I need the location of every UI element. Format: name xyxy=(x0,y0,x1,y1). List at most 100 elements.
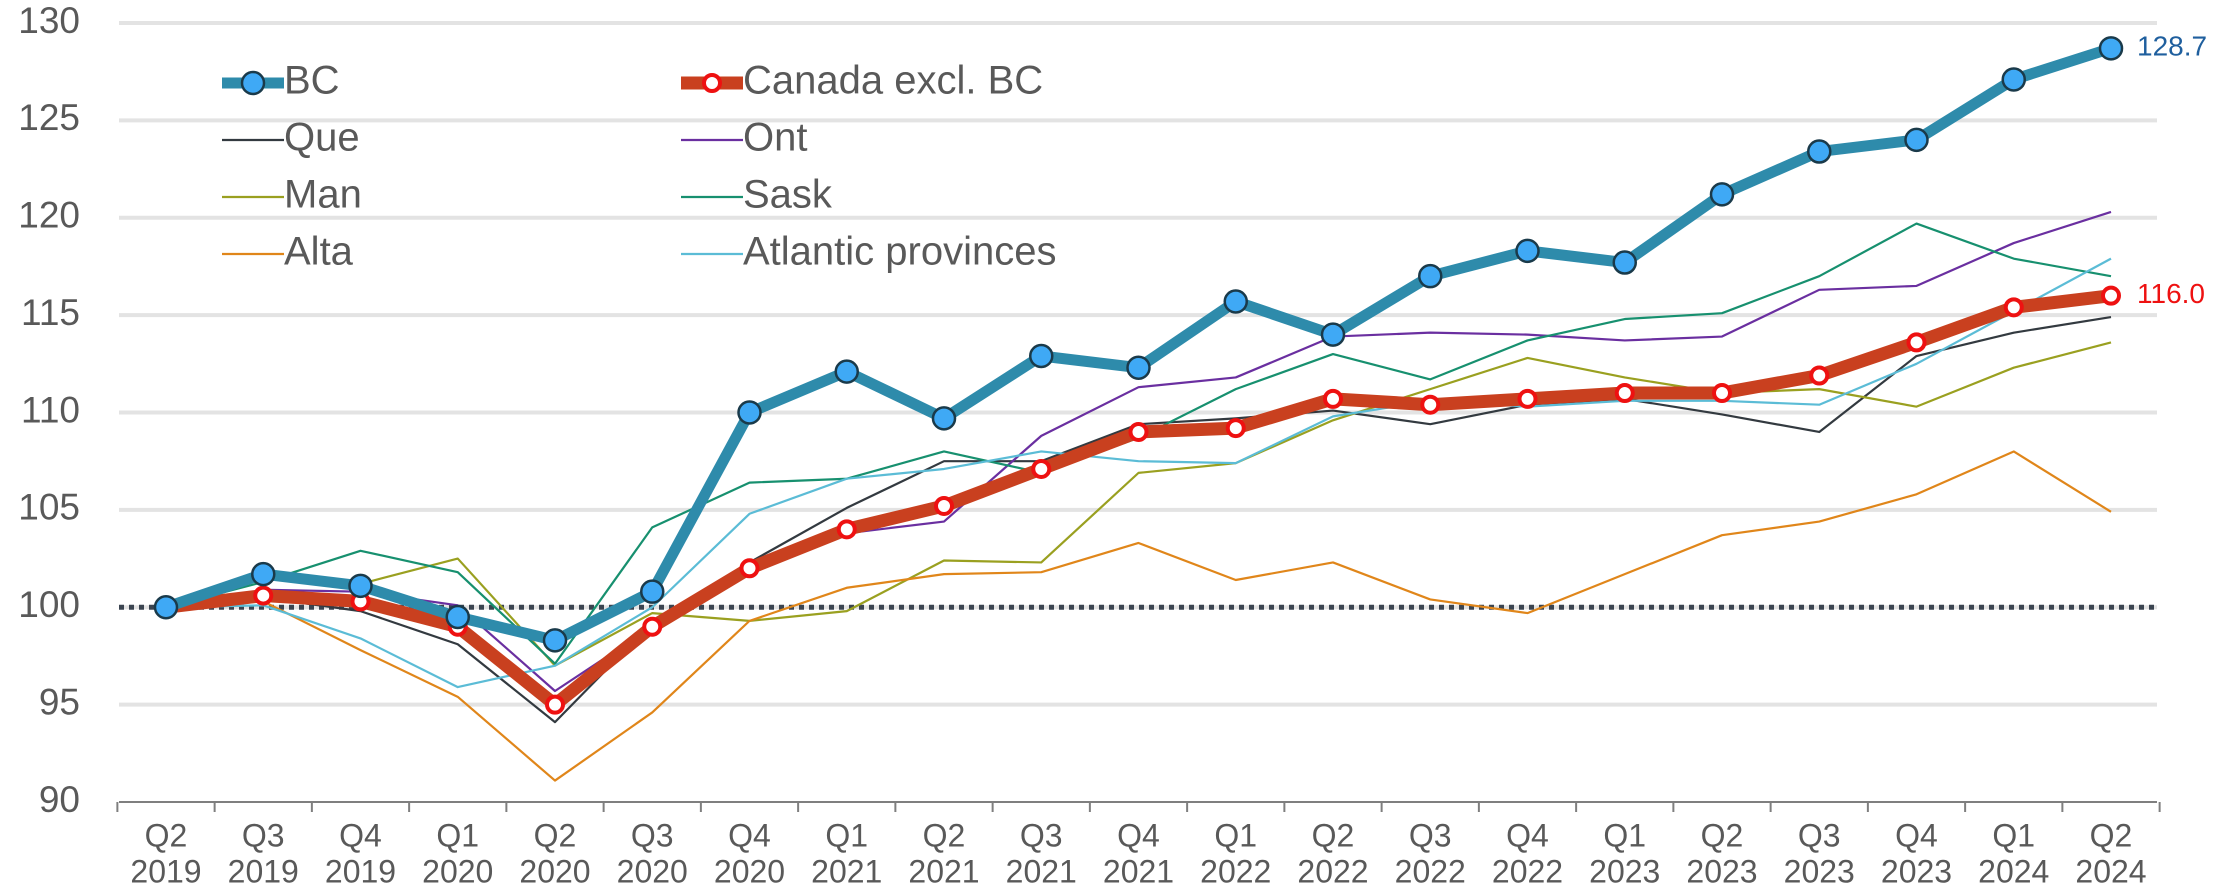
y-tick-label: 100 xyxy=(18,584,80,625)
x-tick-label: 2022 xyxy=(1492,853,1563,885)
x-tick-label: 2020 xyxy=(714,853,785,885)
end-label: 128.7 xyxy=(2137,31,2207,62)
x-tick-label: Q4 xyxy=(339,817,382,853)
data-point xyxy=(445,604,470,630)
x-tick-label: 2024 xyxy=(2075,853,2146,885)
x-tick-label: 2023 xyxy=(1589,853,1660,885)
x-tick-label: Q3 xyxy=(1798,817,1841,853)
series-line xyxy=(165,257,2112,689)
x-tick-label: Q3 xyxy=(631,817,674,853)
data-point xyxy=(1126,355,1151,380)
series-line xyxy=(165,450,2112,782)
x-tick-label: Q2 xyxy=(1312,817,1355,853)
data-point xyxy=(1612,250,1637,275)
series-line xyxy=(164,43,2113,646)
data-point xyxy=(253,585,274,606)
data-point xyxy=(934,495,954,516)
data-point xyxy=(1904,127,1929,153)
y-tick-label: 90 xyxy=(39,779,80,820)
legend-label: Man xyxy=(284,173,362,217)
x-tick-label: 2024 xyxy=(1978,853,2049,885)
data-point xyxy=(640,579,665,604)
x-tick-label: Q4 xyxy=(728,817,771,853)
x-tick-label: 2019 xyxy=(325,853,396,885)
legend-label: Sask xyxy=(743,173,833,217)
legend-label: BC xyxy=(284,59,340,103)
data-point xyxy=(1807,139,1832,164)
x-tick-label: Q2 xyxy=(1701,817,1744,853)
x-tick-label: Q1 xyxy=(1214,817,1257,853)
data-point xyxy=(1029,343,1054,369)
x-tick-label: Q2 xyxy=(923,817,966,853)
x-tick-label: Q4 xyxy=(1895,817,1938,853)
data-point xyxy=(642,616,663,637)
legend-marker xyxy=(702,73,722,93)
data-point xyxy=(1320,322,1346,347)
data-point xyxy=(153,595,179,620)
x-tick-label: Q2 xyxy=(145,817,188,853)
legend-label: Alta xyxy=(284,230,354,274)
data-point xyxy=(1906,332,1927,353)
legend-label: Atlantic provinces xyxy=(743,230,1056,274)
x-tick-label: Q1 xyxy=(1992,817,2035,853)
y-tick-label: 130 xyxy=(18,0,80,41)
data-point xyxy=(251,561,276,587)
data-point xyxy=(1614,383,1635,404)
data-point xyxy=(1515,238,1540,264)
y-tick-label: 105 xyxy=(18,487,80,528)
x-tick-label: 2020 xyxy=(519,853,590,885)
x-tick-label: Q3 xyxy=(1020,817,1063,853)
x-tick-label: Q4 xyxy=(1117,817,1160,853)
data-point xyxy=(739,558,760,579)
data-point xyxy=(1225,418,1246,439)
data-point xyxy=(348,573,373,599)
x-tick-label: Q4 xyxy=(1506,817,1549,853)
legend-label: Canada excl. BC xyxy=(743,59,1043,103)
x-tick-label: Q1 xyxy=(825,817,868,853)
data-point xyxy=(1128,421,1149,442)
x-tick-label: Q2 xyxy=(2090,817,2133,853)
x-tick-label: Q3 xyxy=(242,817,285,853)
data-point xyxy=(737,400,762,425)
data-point xyxy=(1323,388,1343,409)
data-point xyxy=(2098,36,2124,61)
x-tick-label: 2022 xyxy=(1200,853,1271,885)
legend-label: Que xyxy=(284,116,360,160)
data-point xyxy=(1418,263,1443,289)
y-tick-label: 95 xyxy=(39,681,80,722)
x-tick-label: 2020 xyxy=(617,853,688,885)
y-tick-label: 115 xyxy=(21,292,80,333)
data-point xyxy=(836,519,857,540)
data-point xyxy=(542,628,568,653)
data-point xyxy=(834,359,859,384)
x-tick-label: 2023 xyxy=(1784,853,1855,885)
data-point xyxy=(1809,365,1830,386)
y-tick-label: 125 xyxy=(18,97,80,138)
x-tick-label: 2021 xyxy=(908,853,979,885)
data-point xyxy=(931,406,957,431)
x-tick-label: 2023 xyxy=(1686,853,1757,885)
data-point xyxy=(1517,388,1538,409)
x-tick-label: 2020 xyxy=(422,853,493,885)
x-tick-label: 2021 xyxy=(1006,853,1077,885)
data-point xyxy=(1420,394,1441,415)
legend-marker xyxy=(240,70,266,96)
x-tick-label: Q1 xyxy=(1603,817,1646,853)
data-point xyxy=(1709,182,1735,207)
x-tick-label: 2022 xyxy=(1395,853,1466,885)
series-line xyxy=(165,210,2112,693)
data-point xyxy=(545,694,565,715)
x-tick-label: 2021 xyxy=(811,853,882,885)
y-tick-label: 120 xyxy=(18,195,80,236)
data-point xyxy=(1031,458,1052,479)
x-tick-label: 2023 xyxy=(1881,853,1952,885)
end-label: 116.0 xyxy=(2137,278,2205,309)
data-point xyxy=(2101,285,2121,306)
x-tick-label: Q2 xyxy=(534,817,577,853)
x-tick-label: 2019 xyxy=(228,853,299,885)
x-tick-label: Q1 xyxy=(436,817,479,853)
y-tick-label: 110 xyxy=(21,389,80,430)
series-line xyxy=(165,341,2112,667)
data-point xyxy=(2001,67,2026,92)
